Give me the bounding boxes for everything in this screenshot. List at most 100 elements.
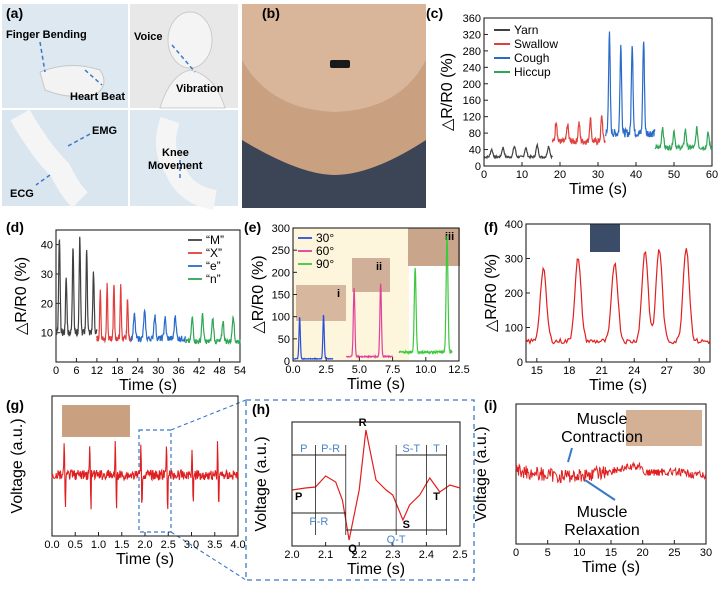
series-line-d-1: [96, 282, 132, 344]
x-tick-label: 2.5: [452, 549, 467, 561]
y-tick-label: 120: [463, 112, 481, 124]
x-tick-label: 5: [545, 547, 551, 559]
x-tick-label: 10: [573, 547, 585, 559]
panel-label-c: (c): [426, 5, 443, 21]
legend-label: “n”: [206, 272, 221, 286]
x-tick-label: 21: [596, 365, 608, 377]
legend-label: Yarn: [514, 23, 538, 37]
legend-label: 60°: [316, 244, 334, 258]
x-tick-label: 18: [563, 365, 575, 377]
series-line-f-0: [525, 248, 711, 345]
x-axis-label: Time (s): [582, 559, 640, 576]
series-line-c-1: [551, 115, 606, 147]
panel-label-f: (f): [484, 219, 498, 235]
panel-e-inset-ii: [352, 258, 390, 292]
inset-i-label: i: [337, 288, 340, 300]
muscle-contraction-label: Muscle: [577, 411, 628, 428]
x-tick-label: 10.0: [415, 364, 436, 376]
x-tick-label: 4.0: [230, 539, 245, 551]
y-tick-label: 200: [505, 288, 523, 300]
series-line-e-0: [292, 314, 334, 361]
interval-qt-label: Q-T: [387, 534, 406, 546]
panel-f-inset-photo: [590, 224, 620, 252]
panel-label-a: (a): [6, 5, 23, 21]
x-tick-label: 48: [213, 365, 225, 377]
wave-q-label: Q: [348, 543, 357, 555]
panel-label-b: (b): [262, 5, 280, 21]
interval-pr-label: P-R: [321, 443, 340, 455]
x-tick-label: 30: [700, 547, 712, 559]
x-tick-label: 27: [661, 365, 673, 377]
x-tick-label: 12.5: [448, 364, 469, 376]
label-heart-beat: Heart Beat: [70, 91, 125, 103]
y-tick-label: 50: [278, 334, 290, 346]
x-tick-label: 30: [693, 365, 705, 377]
x-tick-label: 2.3: [385, 549, 400, 561]
legend-label: “M”: [206, 233, 224, 247]
x-axis-label: Time (s): [347, 561, 405, 578]
x-tick-label: 2.2: [352, 549, 367, 561]
x-tick-label: 2.0: [284, 549, 299, 561]
x-tick-label: 18: [111, 365, 123, 377]
y-tick-label: 0: [517, 357, 523, 369]
x-tick-label: 40: [630, 169, 642, 181]
x-tick-label: 2.5: [319, 364, 334, 376]
x-axis-label: Time (s): [589, 377, 647, 394]
hand-shape-icon: [39, 65, 105, 98]
y-tick-label: 280: [463, 46, 481, 58]
chart-c: 0 10 20 30 40 50 6004080120160200240280320360T…: [439, 13, 718, 198]
legend-label: Cough: [514, 51, 549, 65]
y-tick-label: 0: [475, 161, 481, 173]
leg-shape-icon: [156, 116, 218, 210]
ecg-trace: [51, 440, 239, 510]
y-tick-label: 80: [469, 128, 481, 140]
legend-label: “e”: [206, 259, 221, 273]
x-tick-label: 7.5: [385, 364, 400, 376]
x-tick-label: 2.5: [161, 539, 176, 551]
zoom-region: [138, 429, 172, 533]
y-tick-label: 40: [41, 240, 53, 252]
interval-st-label: S-T: [402, 443, 420, 455]
panel-label-d: (d): [6, 219, 24, 235]
interval-pr-bottom-label: P-R: [309, 516, 328, 528]
x-tick-label: 60: [706, 169, 718, 181]
chart-d: 0 6 12 18 24 30 36 42 48 54 10 20 30 40 Time (s) △R/R0 …: [13, 229, 246, 394]
label-knee: Knee Movement: [148, 147, 203, 172]
torso-shape-icon: [159, 69, 226, 109]
x-axis-label: Time (s): [119, 377, 177, 394]
wave-t-label: T: [433, 491, 440, 503]
emg-trace: [515, 461, 707, 484]
head-shape-icon: [167, 11, 213, 69]
label-emg: EMG: [92, 125, 117, 137]
y-axis-label: △R/R0 (%): [483, 254, 500, 332]
label-vibration: Vibration: [176, 83, 224, 95]
x-tick-label: 42: [193, 365, 205, 377]
sensor-patch-icon: [330, 60, 350, 68]
y-tick-label: 200: [463, 79, 481, 91]
x-tick-label: 2.4: [419, 549, 434, 561]
x-tick-label: 10: [516, 169, 528, 181]
series-line-c-2: [605, 31, 656, 138]
y-axis-label: △R/R0 (%): [13, 257, 30, 335]
y-tick-label: 320: [463, 29, 481, 41]
x-tick-label: 0.5: [68, 539, 83, 551]
x-tick-label: 15: [605, 547, 617, 559]
y-tick-label: 250: [272, 245, 290, 257]
series-line-d-3: [184, 312, 241, 345]
chart-e: 0.0 2.5 5.0 7.5 10.0 12.5 0 50 100 150 200 250 300 Ti…: [250, 223, 470, 393]
x-tick-label: 5.0: [352, 364, 367, 376]
x-tick-label: 54: [234, 365, 246, 377]
series-line-d-0: [55, 236, 98, 338]
x-tick-label: 1.0: [91, 539, 106, 551]
x-tick-label: 2.1: [318, 549, 333, 561]
x-tick-label: 25: [668, 547, 680, 559]
legend-d: “M”“X”“e”“n”: [188, 233, 224, 286]
y-axis-label: Voltage (a.u.): [9, 418, 26, 513]
y-axis-label: Voltage (a.u.): [253, 436, 270, 531]
x-tick-label: 2.0: [137, 539, 152, 551]
y-tick-label: 40: [469, 145, 481, 157]
wave-s-label: S: [403, 519, 410, 531]
